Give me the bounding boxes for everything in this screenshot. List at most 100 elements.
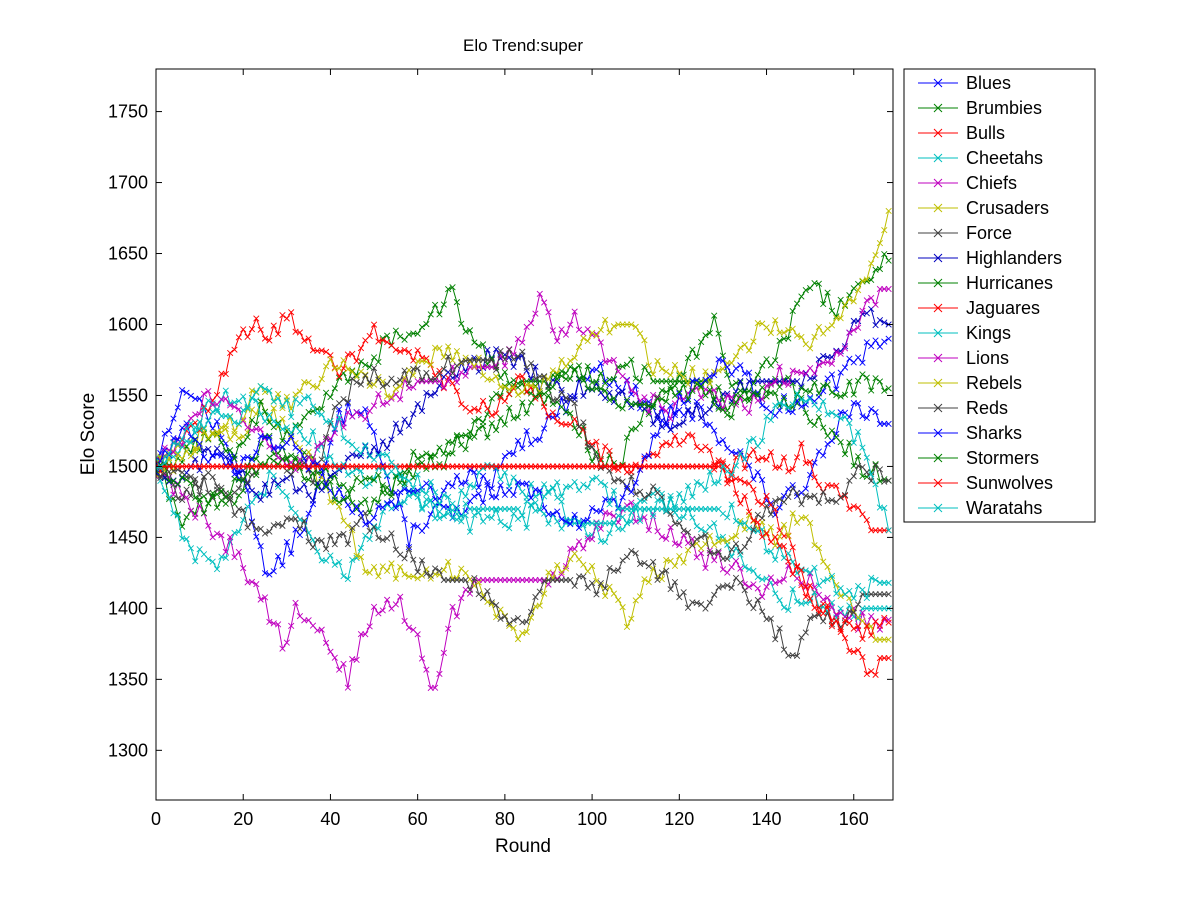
data-point [828, 322, 836, 329]
data-point [161, 430, 168, 437]
data-point [658, 442, 665, 449]
data-point [697, 447, 705, 454]
data-point [702, 376, 709, 383]
data-point [815, 323, 822, 331]
data-point [401, 516, 408, 523]
data-point [658, 365, 665, 372]
data-point [405, 543, 413, 551]
data-point [863, 297, 870, 304]
data-point [475, 342, 482, 349]
data-point [401, 499, 408, 506]
data-point [597, 326, 604, 334]
data-point [571, 365, 578, 373]
data-point [562, 394, 570, 402]
series-sharks [156, 335, 892, 531]
x-tick-label: 0 [151, 809, 161, 829]
data-point [837, 593, 844, 600]
data-point [780, 576, 788, 583]
data-point [558, 571, 565, 578]
data-point [292, 454, 299, 461]
data-point [632, 390, 639, 397]
data-point [458, 320, 465, 327]
data-point [815, 361, 822, 368]
data-point [645, 505, 652, 513]
data-point [715, 457, 722, 464]
data-point [231, 403, 238, 411]
data-point [493, 390, 500, 398]
data-point [706, 421, 713, 428]
data-point [366, 623, 373, 630]
data-point [628, 615, 635, 622]
data-point [401, 367, 408, 374]
data-point [580, 392, 587, 400]
data-point [728, 564, 735, 571]
legend-marker-sample [933, 403, 943, 413]
legend-label: Lions [966, 348, 1009, 368]
data-point [266, 491, 273, 498]
data-point [379, 489, 386, 496]
data-point [497, 415, 504, 422]
data-point [641, 337, 648, 344]
data-point [776, 578, 783, 585]
data-point [767, 615, 775, 622]
data-point [270, 405, 277, 412]
data-point [453, 379, 461, 386]
data-point [588, 504, 596, 512]
data-point [344, 494, 352, 501]
data-point [824, 601, 831, 609]
data-point [641, 401, 648, 408]
data-point [397, 429, 404, 436]
data-point [702, 605, 709, 612]
data-point [222, 395, 229, 402]
data-point [868, 342, 875, 350]
data-point [227, 349, 234, 357]
data-point [471, 339, 478, 346]
data-point [240, 407, 247, 414]
data-point [458, 595, 465, 602]
data-point [331, 541, 338, 548]
data-point [545, 569, 552, 576]
legend-marker-sample [933, 128, 943, 138]
data-point [514, 354, 522, 361]
data-point [667, 495, 674, 503]
data-point [545, 520, 552, 527]
x-tick-label: 160 [839, 809, 869, 829]
data-point [418, 453, 426, 460]
data-point [750, 486, 757, 493]
data-point [706, 547, 713, 554]
data-point [440, 301, 447, 308]
data-point [863, 594, 870, 602]
data-point [841, 591, 849, 598]
legend-label: Rebels [966, 373, 1022, 393]
data-point [261, 480, 269, 488]
data-point [484, 346, 491, 354]
data-point [588, 443, 596, 451]
data-point [519, 373, 526, 380]
data-point [728, 394, 735, 401]
data-point [632, 479, 639, 486]
data-point [510, 383, 517, 391]
data-point [213, 451, 221, 458]
data-point [471, 469, 478, 476]
data-point [392, 601, 399, 608]
data-point [458, 487, 465, 494]
x-tick-label: 60 [408, 809, 428, 829]
data-point [253, 449, 260, 456]
data-point [296, 525, 304, 533]
data-point [388, 530, 395, 537]
data-point [257, 326, 264, 333]
data-point [353, 409, 360, 416]
data-point [571, 511, 578, 518]
data-point [375, 358, 382, 366]
data-point [296, 486, 304, 493]
data-point [235, 485, 242, 492]
data-point [344, 366, 352, 373]
data-point [623, 483, 631, 490]
data-point [811, 401, 818, 408]
data-point [680, 559, 687, 566]
data-point [523, 323, 530, 330]
data-point [209, 492, 216, 500]
data-point [711, 557, 718, 564]
data-point [850, 625, 857, 632]
data-point [593, 438, 600, 445]
